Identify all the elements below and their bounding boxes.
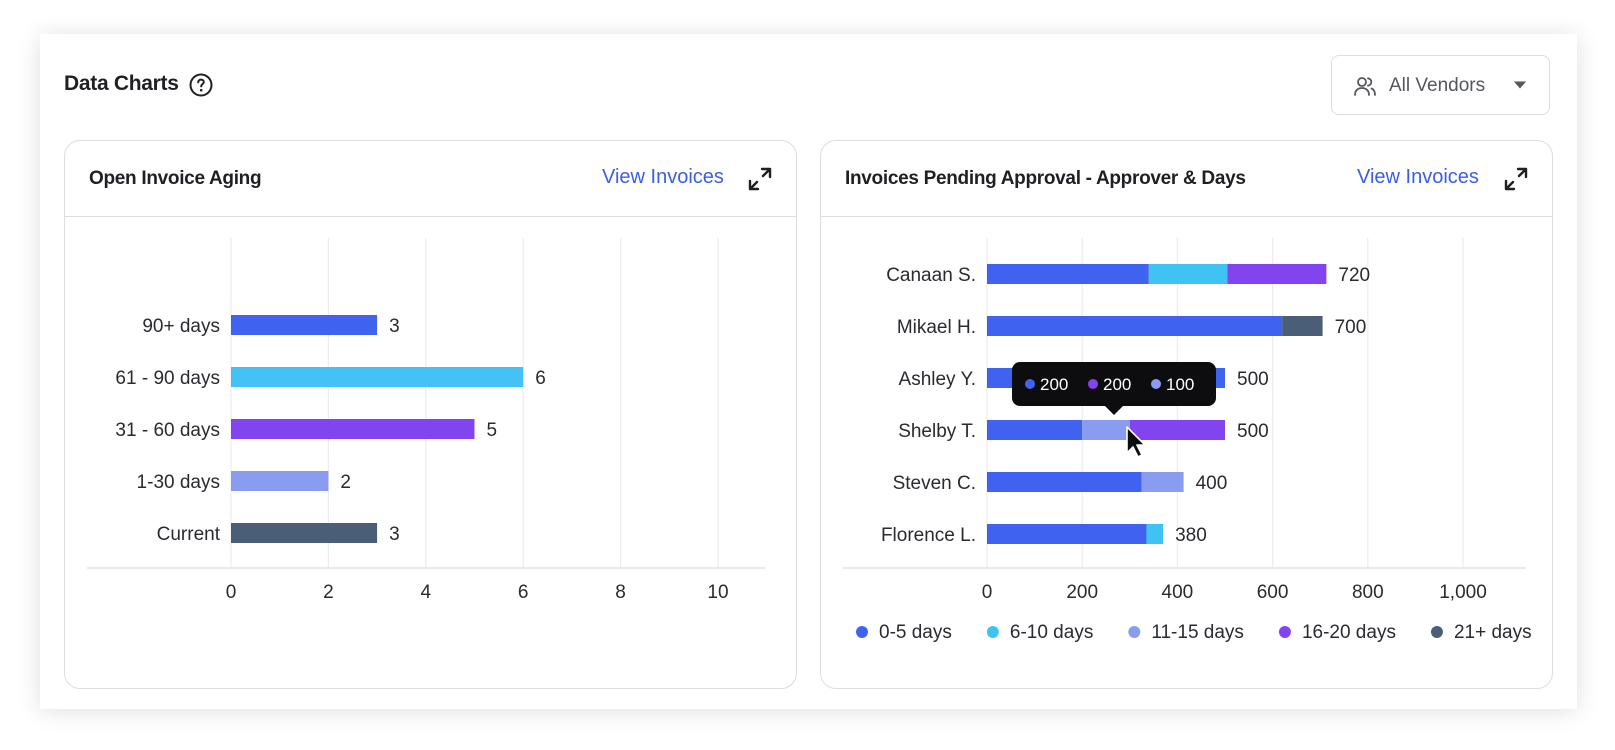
legend-dot [856,626,868,638]
help-circle-icon[interactable] [189,73,213,97]
bar-value-label: 3 [389,316,400,337]
card-header: Invoices Pending Approval - Approver & D… [821,141,1552,217]
y-category-label: 31 - 60 days [115,420,220,441]
x-tick-label: 0 [982,582,993,603]
card-header: Open Invoice Aging View Invoices [65,141,796,217]
bar-segment [1129,420,1225,440]
x-tick-label: 200 [1066,582,1098,603]
x-tick-label: 6 [518,582,529,603]
card-title: Open Invoice Aging [89,168,262,189]
tooltip-value: 200 [1040,375,1068,394]
expand-icon[interactable] [1503,166,1529,192]
bar-segment [987,264,1149,284]
tooltip-arrow [1105,406,1123,415]
legend-label: 11-15 days [1151,622,1244,643]
bar-segment [1141,472,1184,492]
x-tick-label: 2 [323,582,334,603]
legend-label: 6-10 days [1010,622,1093,643]
tooltip-value: 100 [1166,375,1194,394]
bar-segment [1146,524,1164,544]
legend-dot [986,626,999,638]
pending-approval-card: Invoices Pending Approval - Approver & D… [820,140,1553,689]
y-category-label: Mikael H. [897,317,976,338]
y-category-label: 90+ days [142,316,220,337]
bar-total-label: 500 [1237,369,1269,390]
legend-label: 21+ days [1454,622,1532,643]
bar-total-label: 400 [1196,473,1228,494]
bar-segment [987,316,1283,336]
bar-segment [1148,264,1228,284]
bar-segment [987,420,1083,440]
bar-total-label: 500 [1237,421,1269,442]
bar-segment [1227,264,1327,284]
bar-value-label: 5 [487,420,498,441]
bar [231,419,475,439]
y-category-label: Steven C. [893,473,976,494]
bar-total-label: 380 [1175,525,1207,546]
bar [231,315,378,335]
page-title: Data Charts [64,72,179,95]
y-category-label: Shelby T. [898,421,976,442]
bar-segment [987,472,1142,492]
vendor-filter-label: All Vendors [1389,75,1486,96]
card-title: Invoices Pending Approval - Approver & D… [845,168,1246,189]
open-invoice-aging-card: Open Invoice Aging View Invoices 0 2 4 6 8 10… [64,140,797,689]
bar-segment [1082,420,1130,440]
bar-segment [1282,316,1323,336]
legend-label: 0-5 days [879,622,952,643]
bar-total-label: 720 [1338,265,1370,286]
tooltip-value: 200 [1103,375,1131,394]
legend-label: 16-20 days [1302,622,1396,643]
x-tick-label: 1,000 [1439,582,1487,603]
tooltip: 200 200 100 [1012,362,1216,415]
aging-bar-chart: 0 2 4 6 8 10 90+ days 3 61 - 90 days 6 31 - 60 day… [87,238,765,603]
bar-value-label: 2 [340,472,351,493]
approval-stacked-bar-chart: 0 200 400 600 800 1,000 Canaan S. 720 Mikael H. 7… [843,238,1532,643]
expand-icon[interactable] [747,166,773,192]
bar [231,471,329,491]
tooltip-dot [1025,379,1035,389]
y-category-label: 61 - 90 days [115,368,220,389]
y-category-label: Canaan S. [886,265,976,286]
tooltip-box [1012,362,1216,406]
view-invoices-link[interactable]: View Invoices [602,166,724,188]
legend-dot [1278,626,1291,638]
bar [231,367,524,387]
y-category-label: Florence L. [881,525,976,546]
bar-total-label: 700 [1335,317,1367,338]
x-tick-label: 0 [226,582,237,603]
tooltip-dot [1151,379,1161,389]
users-icon [1354,77,1376,96]
bar [231,523,378,543]
x-tick-label: 600 [1257,582,1289,603]
chart-legend: 0-5 days 6-10 days 11-15 days 16-20 days 21+… [856,622,1532,643]
caret-down-icon [1514,81,1526,89]
mouse-pointer-icon [1126,426,1146,458]
x-tick-label: 800 [1352,582,1384,603]
y-category-label: Current [157,524,221,545]
vendor-filter-dropdown[interactable]: All Vendors [1331,55,1550,115]
y-category-label: 1-30 days [137,472,220,493]
x-tick-label: 10 [707,582,728,603]
legend-dot [1128,626,1141,638]
legend-dot [1430,626,1443,638]
bar-value-label: 6 [535,368,546,389]
x-tick-label: 4 [421,582,432,603]
tooltip-dot [1088,379,1098,389]
view-invoices-link[interactable]: View Invoices [1357,166,1479,188]
x-tick-label: 8 [615,582,626,603]
bar-value-label: 3 [389,524,400,545]
x-tick-label: 400 [1162,582,1194,603]
y-category-label: Ashley Y. [899,369,976,390]
bar-segment [987,524,1147,544]
